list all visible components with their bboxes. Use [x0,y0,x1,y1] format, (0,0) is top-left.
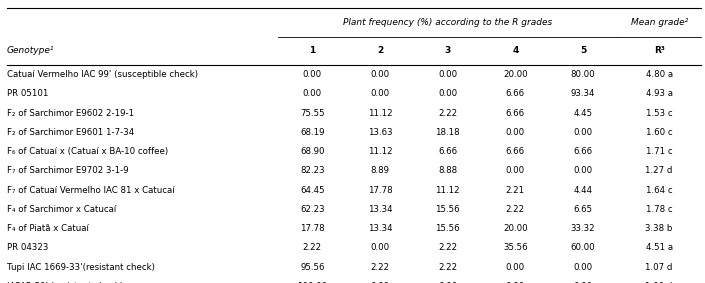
Text: Genotype¹: Genotype¹ [7,46,54,55]
Text: 82.23: 82.23 [300,166,324,175]
Text: 0.00: 0.00 [438,70,458,79]
Text: 17.78: 17.78 [368,186,392,195]
Text: 6.66: 6.66 [505,89,525,98]
Text: R³: R³ [654,46,665,55]
Text: 13.63: 13.63 [368,128,392,137]
Text: 0.00: 0.00 [573,263,593,272]
Text: 6.66: 6.66 [505,109,525,118]
Text: 0.00: 0.00 [438,89,458,98]
Text: 0.00: 0.00 [505,166,525,175]
Text: F₆ of Catuaí x (Catuaí x BA-10 coffee): F₆ of Catuaí x (Catuaí x BA-10 coffee) [7,147,168,156]
Text: 4.93 a: 4.93 a [646,89,673,98]
Text: 0.00: 0.00 [573,282,593,283]
Text: 11.12: 11.12 [436,186,460,195]
Text: 0.00: 0.00 [302,70,322,79]
Text: 15.56: 15.56 [436,224,460,233]
Text: 6.66: 6.66 [438,147,458,156]
Text: 5: 5 [580,46,586,55]
Text: 13.34: 13.34 [368,224,392,233]
Text: 100.00: 100.00 [298,282,327,283]
Text: 6.66: 6.66 [573,147,593,156]
Text: IAPAR 59' (resistant check): IAPAR 59' (resistant check) [7,282,123,283]
Text: 4: 4 [512,46,519,55]
Text: 33.32: 33.32 [571,224,595,233]
Text: 13.34: 13.34 [368,205,392,214]
Text: 0.00: 0.00 [505,128,525,137]
Text: 0.00: 0.00 [370,243,390,252]
Text: 1.71 c: 1.71 c [646,147,673,156]
Text: 0.00: 0.00 [573,128,593,137]
Text: 60.00: 60.00 [571,243,595,252]
Text: 4.44: 4.44 [573,186,593,195]
Text: 11.12: 11.12 [368,109,392,118]
Text: 93.34: 93.34 [571,89,595,98]
Text: 2.22: 2.22 [438,109,458,118]
Text: 0.00: 0.00 [505,282,525,283]
Text: 2: 2 [377,46,383,55]
Text: Plant frequency (%) according to the R grades: Plant frequency (%) according to the R g… [343,18,552,27]
Text: 15.56: 15.56 [436,205,460,214]
Text: 0.00: 0.00 [505,263,525,272]
Text: 0.00: 0.00 [302,89,322,98]
Text: 4.45: 4.45 [573,109,593,118]
Text: 2.22: 2.22 [302,243,322,252]
Text: 1.53 c: 1.53 c [646,109,673,118]
Text: 8.89: 8.89 [371,166,389,175]
Text: PR 05101: PR 05101 [7,89,49,98]
Text: Tupi IAC 1669-33'(resistant check): Tupi IAC 1669-33'(resistant check) [7,263,155,272]
Text: 0.00: 0.00 [370,70,390,79]
Text: 2.22: 2.22 [438,243,458,252]
Text: 8.88: 8.88 [438,166,458,175]
Text: 1.60 c: 1.60 c [646,128,673,137]
Text: 1: 1 [309,46,315,55]
Text: 62.23: 62.23 [300,205,324,214]
Text: F₂ of Sarchimor E9602 2-19-1: F₂ of Sarchimor E9602 2-19-1 [7,109,134,118]
Text: 68.90: 68.90 [300,147,324,156]
Text: 2.22: 2.22 [438,263,458,272]
Text: 64.45: 64.45 [300,186,324,195]
Text: 4.51 a: 4.51 a [646,243,673,252]
Text: F₄ of Piatã x Catuaí: F₄ of Piatã x Catuaí [7,224,89,233]
Text: 1.27 d: 1.27 d [646,166,673,175]
Text: 80.00: 80.00 [571,70,595,79]
Text: PR 04323: PR 04323 [7,243,49,252]
Text: F₂ of Sarchimor E9601 1-7-34: F₂ of Sarchimor E9601 1-7-34 [7,128,134,137]
Text: 0.00: 0.00 [573,166,593,175]
Text: 1.64 c: 1.64 c [646,186,673,195]
Text: 1.07 d: 1.07 d [646,263,673,272]
Text: Mean grade²: Mean grade² [630,18,688,27]
Text: 0.00: 0.00 [370,89,390,98]
Text: 18.18: 18.18 [436,128,460,137]
Text: 1.78 c: 1.78 c [646,205,673,214]
Text: 6.66: 6.66 [505,147,525,156]
Text: 2.22: 2.22 [505,205,525,214]
Text: 68.19: 68.19 [300,128,324,137]
Text: 4.80 a: 4.80 a [646,70,673,79]
Text: 17.78: 17.78 [300,224,324,233]
Text: 2.21: 2.21 [505,186,525,195]
Text: 2.22: 2.22 [370,263,390,272]
Text: 20.00: 20.00 [503,224,527,233]
Text: 95.56: 95.56 [300,263,324,272]
Text: Catuaí Vermelho IAC 99' (susceptible check): Catuaí Vermelho IAC 99' (susceptible che… [7,70,198,79]
Text: 75.55: 75.55 [300,109,324,118]
Text: 11.12: 11.12 [368,147,392,156]
Text: F₇ of Sarchimor E9702 3-1-9: F₇ of Sarchimor E9702 3-1-9 [7,166,129,175]
Text: 20.00: 20.00 [503,70,527,79]
Text: 3: 3 [445,46,450,55]
Text: 6.65: 6.65 [573,205,593,214]
Text: F₇ of Catuaí Vermelho IAC 81 x Catucaí: F₇ of Catuaí Vermelho IAC 81 x Catucaí [7,186,175,195]
Text: 1.00 d: 1.00 d [646,282,673,283]
Text: 0.00: 0.00 [438,282,458,283]
Text: 0.00: 0.00 [370,282,390,283]
Text: 35.56: 35.56 [503,243,527,252]
Text: F₄ of Sarchimor x Catucaí: F₄ of Sarchimor x Catucaí [7,205,116,214]
Text: 3.38 b: 3.38 b [646,224,673,233]
